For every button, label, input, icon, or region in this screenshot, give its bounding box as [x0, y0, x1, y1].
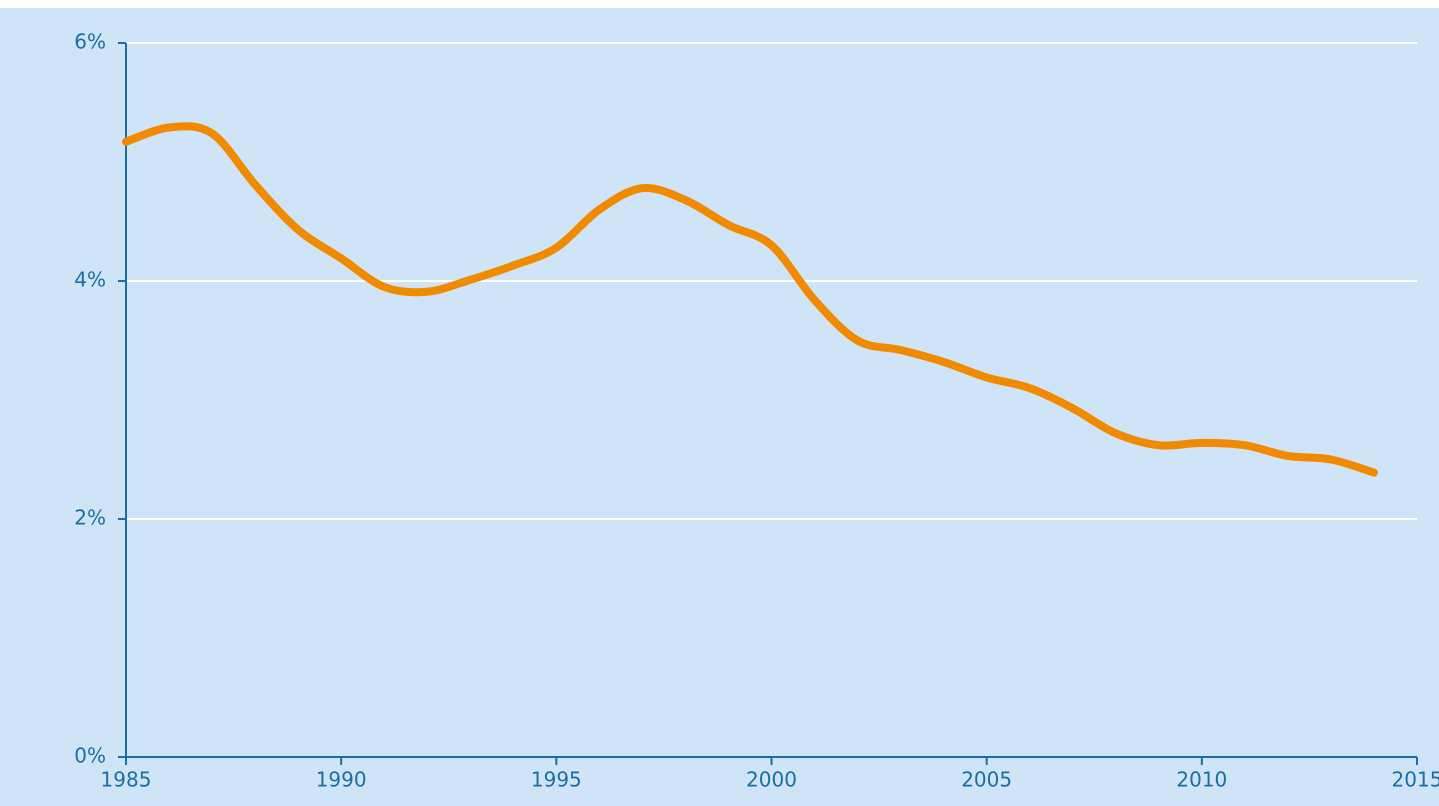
plot-background — [0, 8, 1439, 806]
x-tick-label: 1990 — [316, 768, 367, 792]
y-tick-label: 4% — [74, 268, 106, 292]
x-tick-label: 2010 — [1176, 768, 1227, 792]
x-tick-label: 2005 — [961, 768, 1012, 792]
x-tick-label: 2015 — [1392, 768, 1439, 792]
y-tick-label: 6% — [74, 30, 106, 54]
x-tick-label: 1995 — [531, 768, 582, 792]
data-line — [122, 122, 1378, 477]
x-tick-label: 2000 — [746, 768, 797, 792]
y-tick-label: 0% — [74, 744, 106, 768]
x-tick-label: 1985 — [101, 768, 152, 792]
y-tick-label: 2% — [74, 506, 106, 530]
